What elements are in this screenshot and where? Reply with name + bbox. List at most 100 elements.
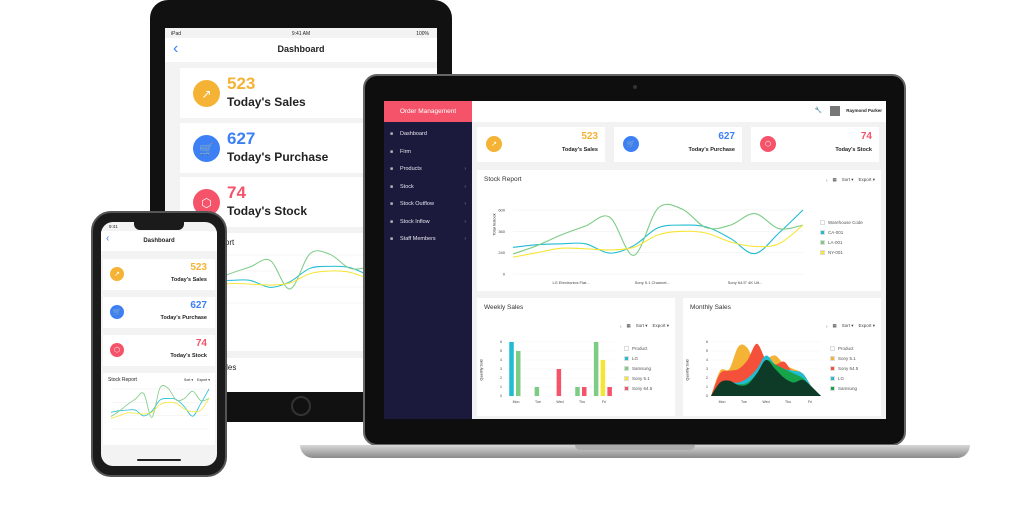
laptop-device: Order Management ■ Dashboard ■ Firm ■ Product… xyxy=(363,74,906,446)
sidebar-item-label: Dashboard xyxy=(400,131,427,137)
page-title: Dashboard xyxy=(277,44,325,54)
checkbox-icon[interactable] xyxy=(830,356,835,361)
phone-stock-chart xyxy=(110,385,210,430)
stat-label: Today's Sales xyxy=(227,95,306,109)
chevron-right-icon[interactable]: › xyxy=(825,323,828,329)
stat-card-purchase[interactable]: 🛒 627 Today's Purchase xyxy=(103,297,215,328)
legend-item[interactable]: LA-001 xyxy=(820,240,863,245)
laptop-screen: Order Management ■ Dashboard ■ Firm ■ Product… xyxy=(384,101,886,419)
tick-label: 360 xyxy=(498,229,505,234)
stat-label: Today's Purchase xyxy=(688,147,735,153)
staff-icon: ■ xyxy=(390,236,394,242)
sidebar-item-stock-outflow[interactable]: ■ Stock Outflow › xyxy=(384,197,472,211)
stock-report-card: Stock Report Sort ▾ Export ▾ xyxy=(103,373,215,445)
chevron-right-icon: › xyxy=(464,183,466,190)
user-name[interactable]: Raymond Parker xyxy=(846,108,882,113)
sidebar-item-firm[interactable]: ■ Firm xyxy=(384,145,472,159)
tick-label: 240 xyxy=(498,250,505,255)
checkbox-icon[interactable] xyxy=(820,220,825,225)
legend-item[interactable]: LG xyxy=(624,356,652,361)
wrench-icon[interactable]: 🔧 xyxy=(814,108,822,114)
sidebar-item-products[interactable]: ■ Products › xyxy=(384,162,472,176)
trend-chart-icon: ↗ xyxy=(193,80,220,107)
stat-card-sales[interactable]: ↗ 523 Today's Sales xyxy=(477,127,605,162)
carrier: iPad xyxy=(171,31,182,37)
checkbox-icon[interactable] xyxy=(830,346,835,351)
legend-item[interactable]: CA-001 xyxy=(820,230,863,235)
back-chevron-icon[interactable]: ‹ xyxy=(106,233,110,244)
sort-dropdown[interactable]: Sort ▾ xyxy=(841,177,854,182)
back-chevron-icon[interactable]: ‹ xyxy=(173,40,179,57)
avatar[interactable] xyxy=(830,106,840,116)
panel-title: Weekly Sales xyxy=(484,304,524,311)
stat-value: 627 xyxy=(718,131,735,142)
checkbox-icon[interactable] xyxy=(830,376,835,381)
tick-label: 3 xyxy=(500,367,502,371)
checkbox-icon[interactable] xyxy=(820,250,825,255)
chart-type-icon[interactable]: ▦ xyxy=(626,323,631,328)
sidebar-item-label: Stock Outflow xyxy=(400,201,434,207)
checkbox-icon[interactable] xyxy=(820,240,825,245)
tick-label: 1 xyxy=(706,385,708,389)
export-dropdown[interactable]: Export ▾ xyxy=(858,177,875,182)
stat-card-stock[interactable]: ⬡ 74 Today's Stock xyxy=(103,335,215,366)
legend-title: Warehouse Code xyxy=(820,220,863,225)
legend-title: Product xyxy=(830,346,858,351)
tick-label: Tue xyxy=(741,400,747,404)
sidebar-item-stock-inflow[interactable]: ■ Stock Inflow › xyxy=(384,215,472,229)
export-dropdown[interactable]: Export ▾ xyxy=(858,323,875,328)
checkbox-icon[interactable] xyxy=(624,366,629,371)
stat-card-purchase[interactable]: 🛒 627 Today's Purchase xyxy=(614,127,742,162)
legend-item[interactable]: Samsung xyxy=(624,366,652,371)
export-dropdown[interactable]: Export ▾ xyxy=(652,323,669,328)
home-button[interactable] xyxy=(291,396,311,416)
tick-label: 0 xyxy=(503,272,506,277)
stock-report-panel: Stock Report › ▦ Sort ▾ Export ▾ Total Inst… xyxy=(477,170,881,291)
stat-card-stock[interactable]: ⬡ 74 Today's Stock xyxy=(751,127,879,162)
chevron-right-icon[interactable]: › xyxy=(619,323,622,329)
chart-type-icon[interactable]: ▦ xyxy=(832,177,837,182)
sidebar-item-stock[interactable]: ■ Stock › xyxy=(384,180,472,194)
sidebar-item-label: Products xyxy=(400,166,422,172)
export-dropdown[interactable]: Export ▾ xyxy=(197,378,210,382)
inflow-icon: ■ xyxy=(390,218,394,225)
checkbox-icon[interactable] xyxy=(624,356,629,361)
bar-samsung xyxy=(575,387,580,396)
tick-label: Thu xyxy=(579,400,585,404)
checkbox-icon[interactable] xyxy=(820,230,825,235)
chevron-right-icon[interactable]: › xyxy=(825,177,828,183)
chart-type-icon[interactable]: ▦ xyxy=(832,323,837,328)
sort-dropdown[interactable]: Sort ▾ xyxy=(635,323,648,328)
stat-card-sales[interactable]: ↗ 523 Today's Sales xyxy=(103,259,215,290)
trend-chart-icon: ↗ xyxy=(110,267,124,281)
tick-label: Mon xyxy=(719,400,726,404)
stock-icon: ■ xyxy=(390,183,394,190)
monthly-sales-panel: Monthly Sales › ▦ Sort ▾ Export ▾ Quantity … xyxy=(683,298,881,416)
bar-samsung xyxy=(534,387,540,396)
legend-item[interactable]: Sony 5.1 xyxy=(830,356,858,361)
legend-item[interactable]: LG xyxy=(830,376,858,381)
checkbox-icon[interactable] xyxy=(830,366,835,371)
checkbox-icon[interactable] xyxy=(624,376,629,381)
stat-label: Today's Sales xyxy=(561,147,598,153)
sort-dropdown[interactable]: Sort ▾ xyxy=(183,378,194,382)
legend-item[interactable]: Samsung xyxy=(830,386,858,391)
legend-item[interactable]: NY-001 xyxy=(820,250,863,255)
checkbox-icon[interactable] xyxy=(624,386,629,391)
legend-item[interactable]: Sony 5.1 xyxy=(624,376,652,381)
sidebar-item-dashboard[interactable]: ■ Dashboard xyxy=(384,127,472,141)
sidebar-item-label: Staff Members xyxy=(400,236,436,242)
series-line-NY-001 xyxy=(110,398,210,419)
legend-item[interactable]: Sony 64.5 xyxy=(624,386,652,391)
checkbox-icon[interactable] xyxy=(830,386,835,391)
tick-label: 0 xyxy=(706,394,708,398)
bar-samsung xyxy=(516,351,521,396)
tick-label: Wed xyxy=(762,400,769,404)
checkbox-icon[interactable] xyxy=(624,346,629,351)
stat-value: 523 xyxy=(227,74,256,93)
bar-sony-64.5 xyxy=(607,387,612,396)
legend-item[interactable]: Sony 64.5 xyxy=(830,366,858,371)
sort-dropdown[interactable]: Sort ▾ xyxy=(841,323,854,328)
sidebar-item-staff-members[interactable]: ■ Staff Members › xyxy=(384,232,472,246)
cart-icon: 🛒 xyxy=(193,135,220,162)
